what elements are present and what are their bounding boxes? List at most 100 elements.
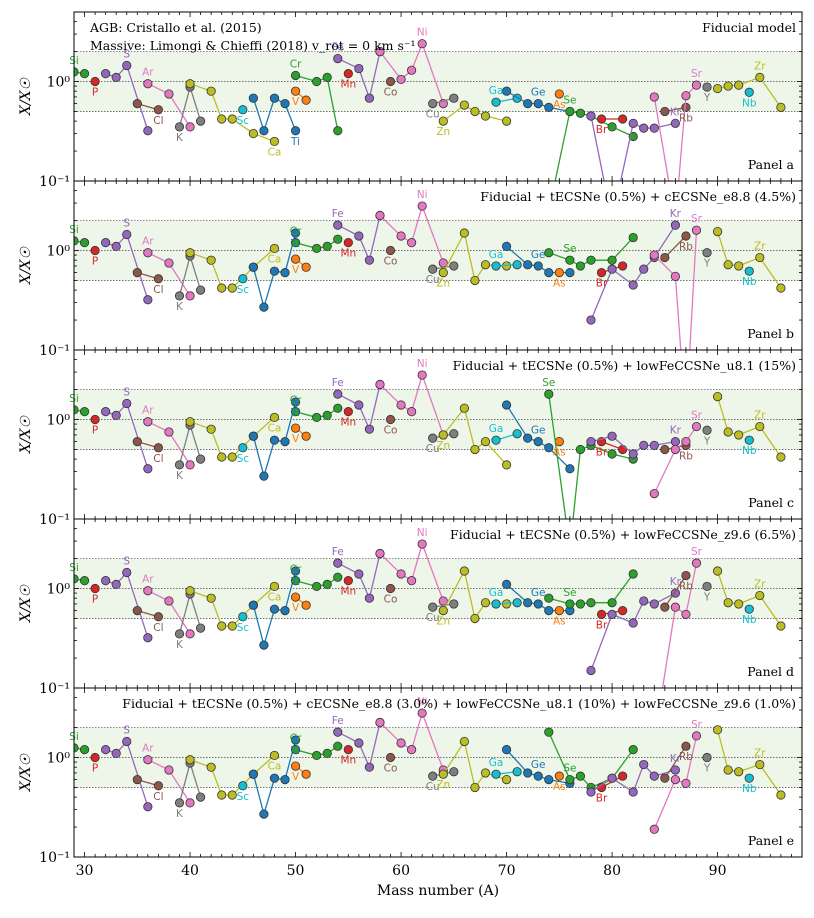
data-point-s: [143, 126, 153, 136]
data-point-se: [544, 248, 554, 258]
element-label-ge: Ge: [531, 87, 546, 99]
data-point-ar: [185, 291, 195, 301]
data-point-cr: [312, 243, 322, 254]
data-point-sr: [691, 731, 702, 741]
data-point-cl: [153, 612, 164, 622]
data-point-kr: [649, 771, 659, 781]
element-label-cl: Cl: [153, 791, 163, 803]
data-point-ti: [259, 809, 269, 819]
element-label-as: As: [553, 447, 566, 459]
data-point-ge: [501, 745, 512, 755]
element-label-v: V: [292, 96, 300, 108]
data-point-ti: [290, 228, 301, 238]
data-point-zr: [712, 83, 723, 94]
data-point-sr: [681, 778, 691, 788]
element-label-sr: Sr: [691, 546, 703, 558]
data-point-si: [79, 745, 90, 755]
data-point-ca: [269, 243, 280, 254]
data-point-mn: [343, 745, 353, 755]
panel-title: Fiducial + tECSNe (0.5%) + lowFeCCSNe_z9…: [450, 527, 796, 542]
data-point-ge: [501, 86, 512, 96]
data-point-ni: [407, 407, 417, 417]
data-point-ca: [227, 114, 237, 124]
data-point-br: [618, 444, 628, 455]
data-point-ni: [417, 39, 427, 49]
data-point-sr: [649, 250, 659, 260]
data-point-ar: [143, 755, 153, 765]
data-point-sr: [681, 91, 691, 101]
series-line-rb: [664, 745, 687, 779]
data-point-zr: [734, 80, 744, 90]
data-point-kr: [607, 431, 617, 441]
data-point-ca: [206, 593, 216, 603]
element-label-fe: Fe: [332, 42, 344, 54]
element-label-y: Y: [703, 92, 711, 104]
data-point-ni: [375, 46, 385, 57]
series-line-fe: [337, 51, 381, 101]
element-label-nb: Nb: [742, 276, 757, 288]
data-point-ar: [143, 417, 153, 427]
data-point-s: [122, 567, 132, 578]
data-point-fe: [354, 569, 364, 579]
data-point-si: [59, 96, 67, 104]
legend-note-line1: AGB: Cristallo et al. (2015): [89, 20, 262, 35]
element-label-cl: Cl: [153, 284, 163, 296]
data-point-kr: [670, 436, 680, 447]
data-point-ar: [164, 89, 174, 99]
data-point-se: [586, 255, 596, 265]
data-point-si: [59, 603, 67, 611]
data-point-si: [59, 434, 67, 442]
data-point-k: [174, 629, 185, 639]
data-point-fe: [354, 231, 364, 241]
data-point-se: [628, 569, 638, 579]
element-label-br: Br: [596, 619, 608, 631]
data-point-ar: [143, 248, 153, 258]
data-point-se: [628, 232, 638, 243]
element-label-ti: Ti: [290, 745, 300, 757]
panel-title: Fiducial + tECSNe (0.5%) + cECSNe_e8.8 (…: [480, 189, 796, 204]
data-point-k: [174, 122, 185, 132]
data-point-zr: [755, 252, 765, 263]
data-point-zr: [723, 598, 733, 608]
element-label-sr: Sr: [691, 68, 703, 80]
element-label-nb: Nb: [742, 783, 757, 795]
data-point-ca: [269, 750, 280, 761]
panel-tag: Panel e: [748, 833, 794, 848]
data-point-zn: [480, 260, 491, 270]
element-label-se: Se: [563, 243, 576, 255]
data-point-mn: [343, 69, 353, 79]
data-point-sr: [691, 558, 702, 568]
data-point-se: [586, 598, 596, 608]
data-point-kr: [628, 787, 638, 797]
data-point-si: [59, 772, 67, 780]
data-point-ti: [248, 600, 258, 610]
data-point-ge: [501, 579, 512, 590]
data-point-cu: [449, 429, 459, 439]
x-tick-label: 80: [603, 863, 621, 879]
data-point-mn: [343, 238, 353, 248]
element-label-mn: Mn: [340, 248, 356, 260]
data-point-kr: [628, 280, 638, 290]
data-point-sc: [238, 612, 248, 622]
data-point-si: [79, 576, 90, 586]
y-tick-label: 10⁰: [47, 751, 71, 767]
data-point-cl: [132, 774, 142, 785]
data-point-y: [702, 248, 712, 258]
data-point-ca: [185, 248, 195, 258]
series-line-sr: [653, 230, 698, 350]
data-point-zn: [480, 436, 491, 447]
data-point-nb: [744, 266, 754, 276]
data-point-fe: [333, 54, 343, 64]
data-point-k: [196, 285, 206, 295]
data-point-cu: [449, 767, 459, 777]
panel-tag: Panel b: [747, 326, 794, 341]
data-point-ca: [217, 790, 227, 800]
data-point-rb: [660, 444, 670, 455]
data-point-nb: [744, 435, 754, 445]
data-point-ti: [248, 262, 258, 272]
data-point-sr: [670, 444, 680, 455]
data-point-s: [111, 748, 121, 759]
data-point-ca: [269, 412, 280, 423]
data-point-zr: [712, 566, 723, 576]
